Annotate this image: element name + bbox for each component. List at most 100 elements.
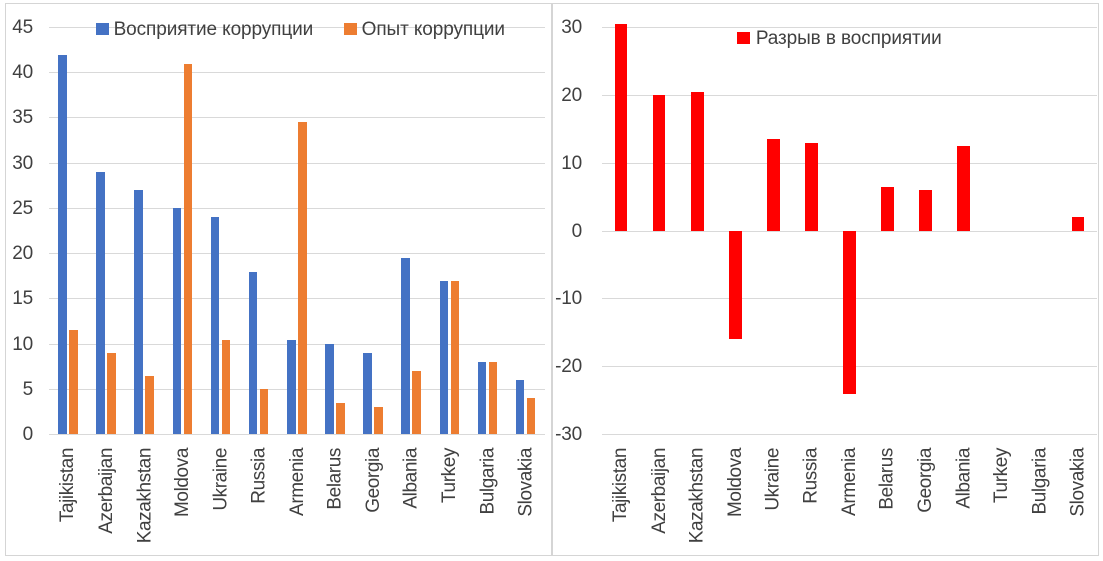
bar-slovakia	[515, 380, 525, 435]
y-axis-tick-label: 10	[561, 152, 582, 174]
x-axis-category-label: Tajikistan	[610, 448, 632, 523]
legend-swatch-icon	[344, 22, 357, 36]
bar-ukraine	[221, 339, 231, 435]
gridline-15	[49, 298, 545, 300]
x-axis-category-label: Slovakia	[1067, 448, 1089, 517]
gridline-30	[49, 162, 545, 164]
y-axis-tick-label: 35	[12, 107, 33, 129]
bar-russia	[805, 142, 818, 231]
bar-georgia	[919, 190, 932, 231]
bar-armenia	[298, 122, 307, 435]
gridline-40	[49, 72, 545, 74]
y-axis-tick-label: 0	[22, 424, 34, 445]
bar-belarus	[325, 344, 334, 435]
x-axis-category-label: Russia	[248, 448, 270, 504]
x-axis-category-label: Moldova	[724, 448, 746, 518]
x-axis-category-label: Belarus	[324, 448, 346, 510]
y-axis-tick-label: 0	[571, 220, 583, 242]
bar-slovakia	[1071, 217, 1085, 231]
bar-ukraine	[210, 217, 220, 435]
bar-russia	[248, 271, 258, 435]
gridline-5	[49, 388, 545, 390]
bar-slovakia	[526, 398, 536, 435]
legend-series-name: Опыт коррупции	[361, 18, 505, 40]
x-axis-category-label: Bulgaria	[1029, 448, 1051, 515]
x-axis-category-label: Tajikistan	[57, 448, 79, 523]
bar-georgia	[363, 353, 372, 435]
y-axis-tick-label: 25	[12, 197, 33, 219]
bar-kazakhstan	[134, 190, 143, 435]
x-axis-category-label: Kazakhstan	[133, 448, 155, 544]
bar-albania	[401, 258, 410, 435]
x-axis-category-label: Albania	[400, 448, 422, 509]
x-axis-category-label: Turkey	[991, 448, 1013, 503]
bar-moldova	[183, 63, 193, 435]
bar-kazakhstan	[690, 92, 704, 231]
gridline-0	[49, 434, 545, 435]
bar-albania	[957, 146, 971, 231]
bar-moldova	[172, 208, 182, 435]
chart-panel-perception-vs-experience: 0 5 10 15 20 25 30 35 40 45 Tajikistan Azerbaijan Ka…	[5, 3, 552, 556]
y-axis-tick-label: 5	[22, 378, 34, 400]
bar-belarus	[336, 402, 345, 435]
y-axis-tick-label: 40	[12, 62, 33, 84]
x-axis-category-label: Armenia	[839, 448, 860, 516]
bar-bulgaria	[477, 362, 487, 435]
gridline-35	[49, 117, 545, 119]
gridline-20	[49, 253, 545, 255]
chart-area-left: 0 5 10 15 20 25 30 35 40 45 Tajikistan Azerbaijan Ka…	[6, 4, 551, 555]
bar-georgia	[374, 407, 383, 435]
gridline-30	[602, 27, 1097, 29]
bar-moldova	[728, 231, 742, 340]
gridline-20	[602, 94, 1097, 96]
legend-item: Восприятие коррупции	[96, 20, 313, 39]
gridline-45	[49, 27, 545, 28]
x-axis-category-label: Kazakhstan	[686, 448, 708, 544]
chart-area-right: -30 -20 -10 0 10 20 30 Tajikistan Azerbaijan Kaza…	[553, 4, 1098, 555]
legend-swatch-icon	[737, 31, 750, 45]
x-axis-category-label: Azerbaijan	[95, 448, 117, 534]
x-axis-category-label: Russia	[800, 448, 822, 504]
bar-turkey	[450, 280, 460, 435]
bar-armenia	[843, 231, 856, 394]
y-axis-tick-label: 20	[561, 84, 582, 106]
legend-item: Опыт коррупции	[344, 20, 505, 39]
gridline-25	[49, 207, 545, 209]
bar-azerbaijan	[107, 353, 116, 435]
x-axis-category-label: Georgia	[915, 448, 937, 513]
x-axis-category-label: Georgia	[362, 448, 384, 513]
chart-legend: Восприятие коррупции Опыт коррупции	[28, 20, 573, 39]
bar-russia	[259, 389, 269, 435]
x-axis-category-label: Azerbaijan	[648, 448, 670, 534]
bar-bulgaria	[488, 362, 498, 435]
y-axis-tick-label: 30	[561, 17, 582, 39]
chart-legend: Разрыв в восприятии	[567, 29, 1103, 48]
bar-ukraine	[766, 139, 780, 231]
x-axis-category-label: Bulgaria	[477, 448, 499, 515]
y-axis-tick-label: 30	[12, 152, 33, 174]
y-axis-tick-label: 20	[12, 243, 33, 265]
y-axis-tick-label: 15	[12, 288, 33, 310]
bar-tajikistan	[58, 54, 67, 435]
bar-belarus	[881, 186, 894, 231]
bar-tajikistan	[614, 24, 628, 231]
legend-swatch-icon	[96, 22, 109, 36]
gridline-10	[602, 162, 1097, 164]
gridline-10	[49, 343, 545, 345]
x-axis-category-label: Turkey	[439, 448, 461, 503]
gridline--30	[602, 433, 1097, 435]
y-axis-tick-label: -30	[555, 423, 582, 445]
bar-tajikistan	[69, 330, 78, 435]
y-axis-tick-label: 45	[12, 17, 33, 38]
bar-turkey	[439, 280, 449, 435]
y-axis-tick-label: -20	[555, 356, 582, 378]
x-axis-category-label: Moldova	[172, 448, 194, 518]
bar-albania	[412, 371, 421, 435]
x-axis-category-label: Albania	[953, 448, 975, 509]
x-axis-category-label: Ukraine	[210, 448, 232, 511]
y-axis-tick-label: 10	[12, 333, 33, 355]
bar-azerbaijan	[652, 95, 666, 231]
legend-series-name: Восприятие коррупции	[113, 18, 314, 40]
bar-armenia	[287, 339, 296, 435]
